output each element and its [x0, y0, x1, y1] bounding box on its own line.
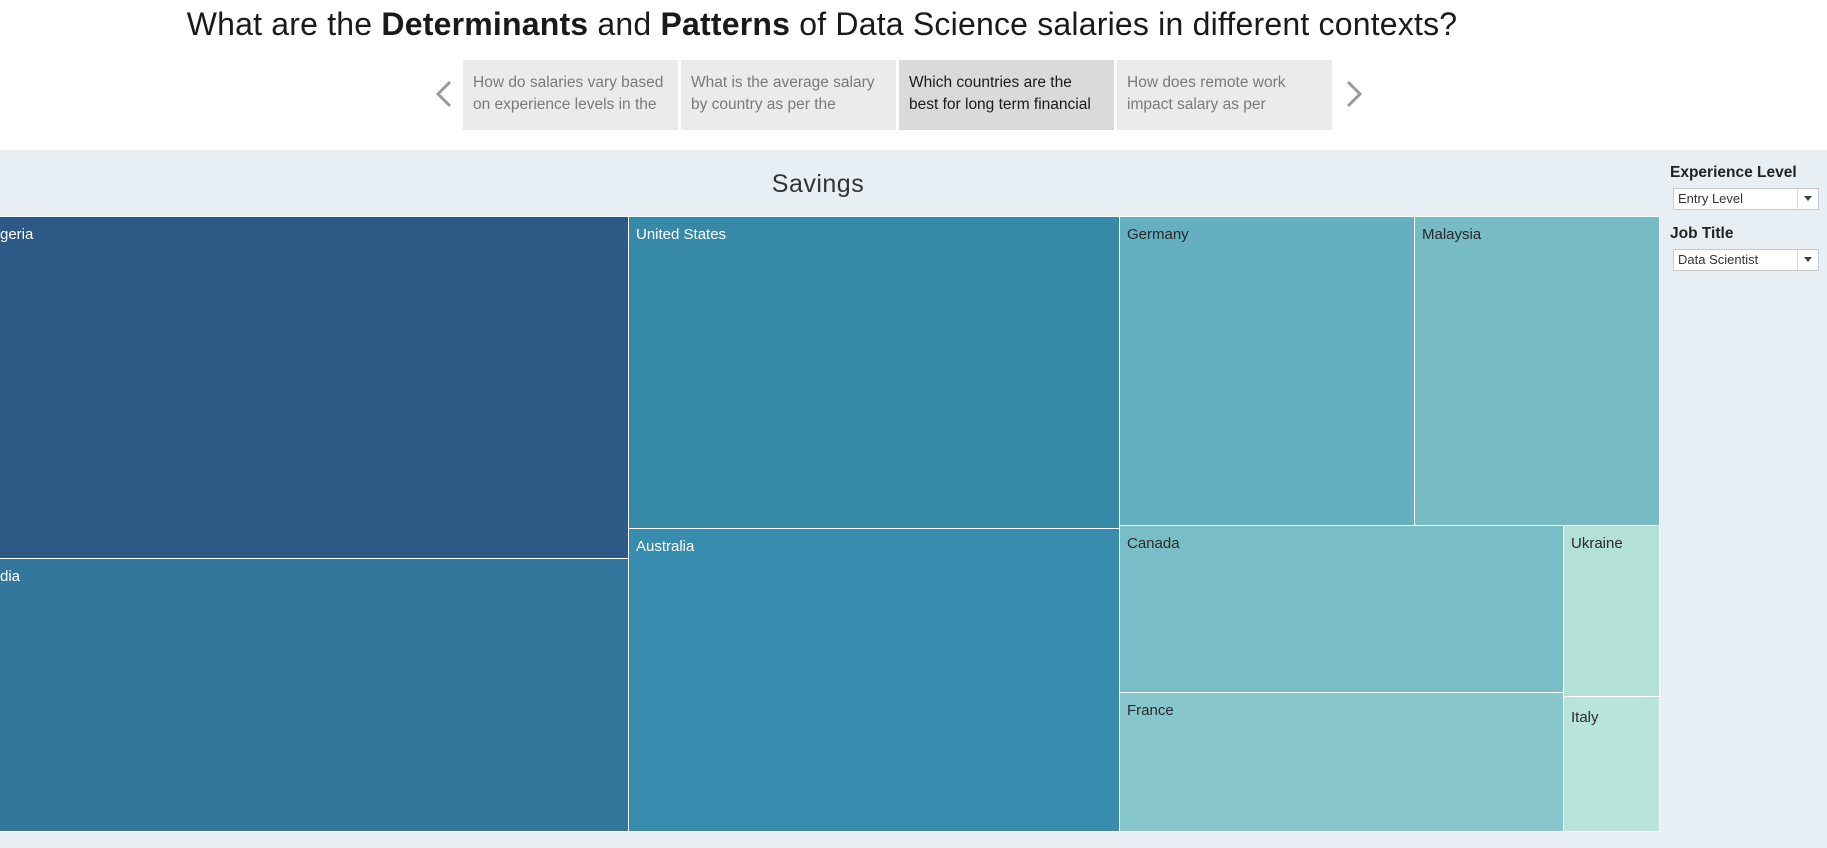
treemap-label: Germany: [1127, 226, 1189, 243]
chevron-right-icon[interactable]: [1338, 74, 1368, 114]
treemap-label: Australia: [636, 538, 695, 555]
story-point-2[interactable]: What is the average salary by country as…: [681, 60, 896, 130]
treemap-label: France: [1127, 702, 1174, 719]
title-part: of Data Science salaries in different co…: [790, 6, 1458, 42]
treemap-cell-india[interactable]: dia: [0, 558, 629, 832]
treemap-cell-united-states[interactable]: United States: [628, 216, 1120, 529]
treemap-cell-italy[interactable]: Italy: [1563, 696, 1660, 832]
treemap-label: Malaysia: [1422, 226, 1482, 243]
treemap-cell-australia[interactable]: Australia: [628, 528, 1120, 832]
treemap-label: geria: [0, 226, 34, 243]
title-part: and: [588, 6, 661, 42]
treemap-cell-nigeria[interactable]: geria: [0, 216, 629, 560]
treemap-cell-ukraine[interactable]: Ukraine: [1563, 525, 1660, 697]
chevron-left-icon[interactable]: [430, 74, 460, 114]
job-title-value: Data Scientist: [1678, 252, 1759, 267]
story-point-1[interactable]: How do salaries vary based on experience…: [463, 60, 678, 130]
treemap-label: United States: [636, 226, 727, 243]
treemap-label: dia: [0, 568, 21, 585]
treemap-label: Canada: [1127, 535, 1180, 552]
story-point-4[interactable]: How does remote work impact salary as pe…: [1117, 60, 1332, 130]
story-point-3[interactable]: Which countries are the best for long te…: [899, 60, 1114, 130]
experience-level-select[interactable]: Entry Level: [1673, 188, 1819, 210]
treemap-cell-malaysia[interactable]: Malaysia: [1414, 216, 1660, 526]
chevron-down-icon[interactable]: [1797, 189, 1818, 209]
chart-title: Savings: [771, 170, 865, 198]
experience-level-label: Experience Level: [1670, 164, 1797, 181]
job-title-label: Job Title: [1670, 225, 1734, 242]
treemap-label: Italy: [1571, 709, 1599, 726]
treemap-label: Ukraine: [1571, 535, 1623, 552]
chevron-down-icon[interactable]: [1797, 250, 1818, 270]
title-part: Patterns: [660, 6, 791, 42]
job-title-select[interactable]: Data Scientist: [1673, 249, 1819, 271]
title-part: Determinants: [381, 6, 589, 42]
story-title: What are the Determinants and Patterns o…: [0, 6, 1644, 43]
title-part: What are the: [186, 6, 382, 42]
experience-level-value: Entry Level: [1678, 191, 1744, 206]
filter-panel: Experience Level Entry Level Job Title D…: [1660, 150, 1827, 848]
treemap-cell-germany[interactable]: Germany: [1119, 216, 1415, 526]
treemap-cell-france[interactable]: France: [1119, 692, 1564, 832]
savings-treemap: geria dia United States Australia German…: [0, 216, 1660, 832]
treemap-cell-canada[interactable]: Canada: [1119, 525, 1564, 693]
